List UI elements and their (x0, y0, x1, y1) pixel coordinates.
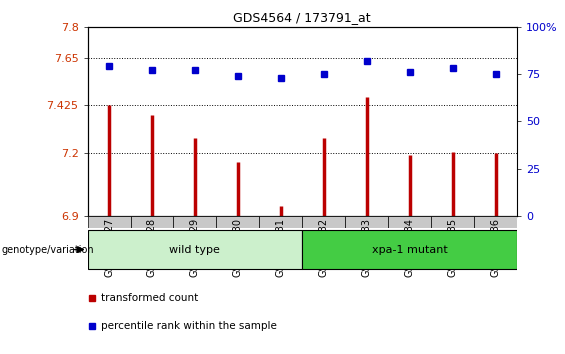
Text: GSM958834: GSM958834 (405, 218, 415, 277)
Text: GSM958828: GSM958828 (147, 218, 157, 277)
Title: GDS4564 / 173791_at: GDS4564 / 173791_at (233, 11, 371, 24)
Text: percentile rank within the sample: percentile rank within the sample (101, 320, 277, 331)
Text: xpa-1 mutant: xpa-1 mutant (372, 245, 447, 255)
Bar (88, 230, 302, 269)
Bar (302, 230, 517, 269)
Text: GSM958830: GSM958830 (233, 218, 243, 277)
Text: GSM958833: GSM958833 (362, 218, 372, 277)
Bar (431, 216, 474, 228)
Text: GSM958835: GSM958835 (447, 218, 458, 277)
Bar (345, 216, 388, 228)
Text: wild type: wild type (170, 245, 220, 255)
Text: GSM958829: GSM958829 (190, 218, 200, 277)
Text: GSM958832: GSM958832 (319, 218, 329, 277)
Text: GSM958831: GSM958831 (276, 218, 286, 277)
Bar (388, 216, 431, 228)
Text: GSM958836: GSM958836 (490, 218, 501, 277)
Bar (259, 216, 302, 228)
Bar (173, 216, 216, 228)
Text: transformed count: transformed count (101, 292, 198, 303)
Bar (88, 216, 131, 228)
Bar (474, 216, 517, 228)
Bar (216, 216, 259, 228)
Text: genotype/variation: genotype/variation (2, 245, 94, 255)
Bar (302, 216, 345, 228)
Text: GSM958827: GSM958827 (104, 218, 114, 277)
Bar (131, 216, 173, 228)
